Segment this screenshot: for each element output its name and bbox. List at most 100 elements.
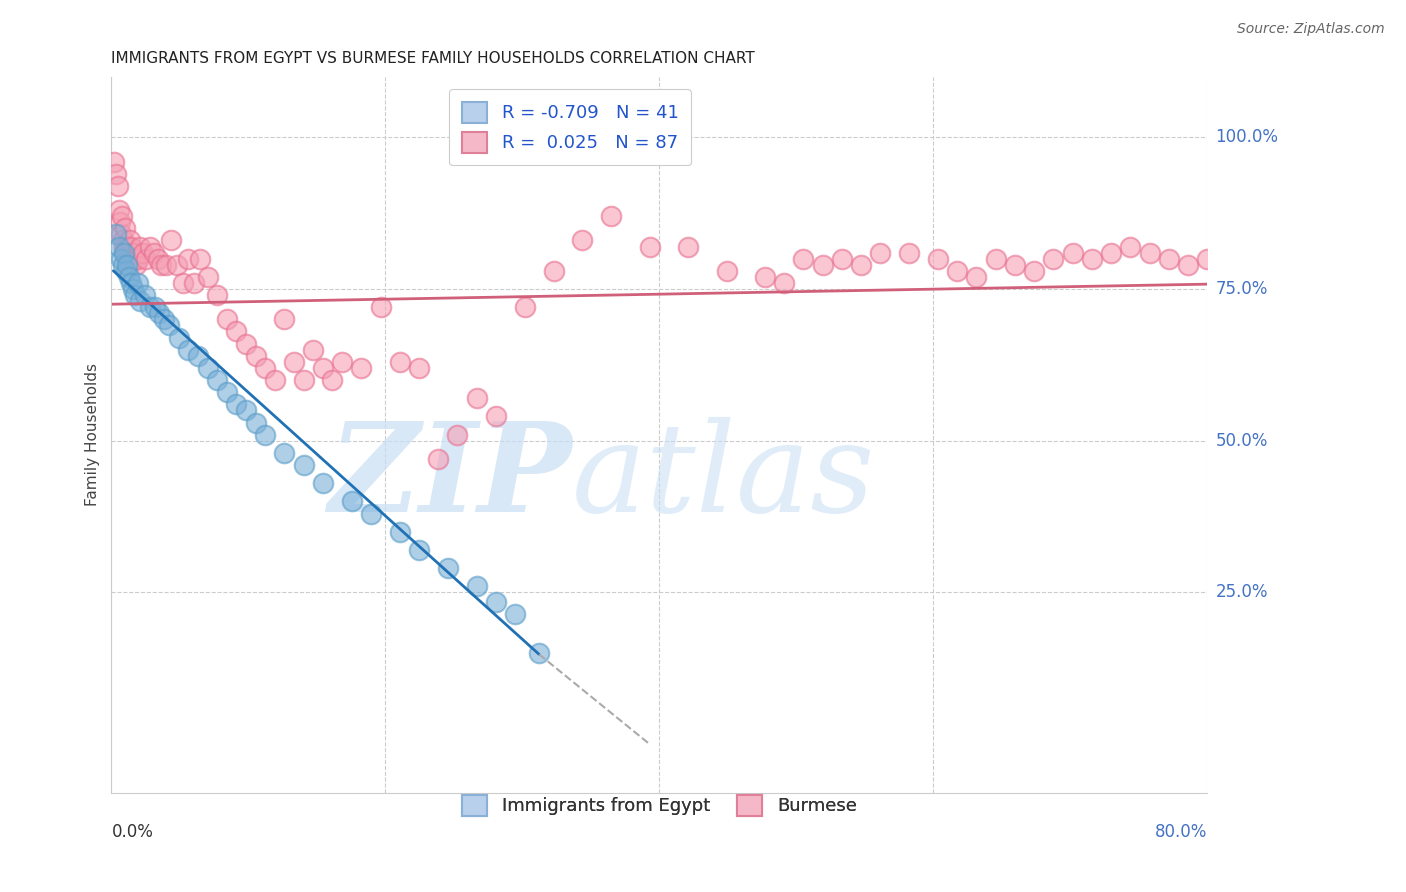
Point <box>132 245 155 260</box>
Point <box>188 252 211 266</box>
Point <box>114 245 136 260</box>
Point <box>110 227 132 242</box>
Point <box>427 452 450 467</box>
Point <box>898 245 921 260</box>
Text: 50.0%: 50.0% <box>1216 432 1268 450</box>
Point <box>321 373 343 387</box>
Point <box>408 360 430 375</box>
Point <box>111 209 134 223</box>
Point <box>388 524 411 539</box>
Text: 100.0%: 100.0% <box>1216 128 1278 146</box>
Point <box>388 355 411 369</box>
Point <box>150 258 173 272</box>
Point <box>135 252 157 266</box>
Point <box>527 646 550 660</box>
Point <box>485 594 508 608</box>
Point <box>273 312 295 326</box>
Point <box>129 294 152 309</box>
Point <box>984 252 1007 266</box>
Point <box>197 269 219 284</box>
Point <box>446 427 468 442</box>
Point <box>121 282 143 296</box>
Point <box>139 300 162 314</box>
Point <box>105 227 128 242</box>
Point <box>1099 245 1122 260</box>
Text: 80.0%: 80.0% <box>1154 823 1208 841</box>
Point <box>120 239 142 253</box>
Point <box>111 234 134 248</box>
Point <box>1197 252 1219 266</box>
Point <box>146 252 169 266</box>
Legend: Immigrants from Egypt, Burmese: Immigrants from Egypt, Burmese <box>454 788 863 823</box>
Text: ZIP: ZIP <box>328 417 572 539</box>
Point <box>849 258 872 272</box>
Point <box>946 264 969 278</box>
Point <box>127 276 149 290</box>
Point <box>112 245 135 260</box>
Point <box>117 252 139 266</box>
Point <box>600 209 623 223</box>
Point <box>716 264 738 278</box>
Point <box>350 360 373 375</box>
Point <box>513 300 536 314</box>
Point <box>408 543 430 558</box>
Point <box>302 343 325 357</box>
Point <box>235 403 257 417</box>
Point <box>1004 258 1026 272</box>
Point <box>125 258 148 272</box>
Point <box>108 215 131 229</box>
Point <box>927 252 949 266</box>
Point <box>108 239 131 253</box>
Point <box>292 373 315 387</box>
Point <box>360 507 382 521</box>
Point <box>120 276 142 290</box>
Point <box>157 318 180 333</box>
Point <box>121 245 143 260</box>
Point <box>1062 245 1084 260</box>
Text: 0.0%: 0.0% <box>111 823 153 841</box>
Point <box>465 579 488 593</box>
Point <box>312 476 335 491</box>
Point <box>103 154 125 169</box>
Point <box>273 446 295 460</box>
Y-axis label: Family Households: Family Households <box>86 363 100 506</box>
Point <box>134 288 156 302</box>
Point <box>676 239 699 253</box>
Point <box>437 561 460 575</box>
Point <box>1081 252 1104 266</box>
Point <box>205 373 228 387</box>
Point <box>166 258 188 272</box>
Point <box>792 252 814 266</box>
Point <box>148 306 170 320</box>
Point <box>215 385 238 400</box>
Point <box>370 300 392 314</box>
Point <box>118 258 141 272</box>
Point <box>124 288 146 302</box>
Point <box>1139 245 1161 260</box>
Point <box>1119 239 1142 253</box>
Text: 75.0%: 75.0% <box>1216 280 1268 298</box>
Point <box>112 239 135 253</box>
Point <box>1157 252 1180 266</box>
Point <box>142 245 165 260</box>
Point <box>167 330 190 344</box>
Point <box>225 397 247 411</box>
Point <box>465 391 488 405</box>
Point <box>485 409 508 424</box>
Point <box>139 239 162 253</box>
Point <box>118 269 141 284</box>
Point <box>811 258 834 272</box>
Point <box>292 458 315 472</box>
Point <box>177 343 200 357</box>
Point <box>197 360 219 375</box>
Point <box>773 276 796 290</box>
Point <box>111 258 134 272</box>
Point <box>205 288 228 302</box>
Point <box>966 269 988 284</box>
Point <box>143 300 166 314</box>
Point <box>1042 252 1064 266</box>
Text: 25.0%: 25.0% <box>1216 583 1268 601</box>
Point <box>172 276 194 290</box>
Point <box>107 178 129 193</box>
Point <box>114 221 136 235</box>
